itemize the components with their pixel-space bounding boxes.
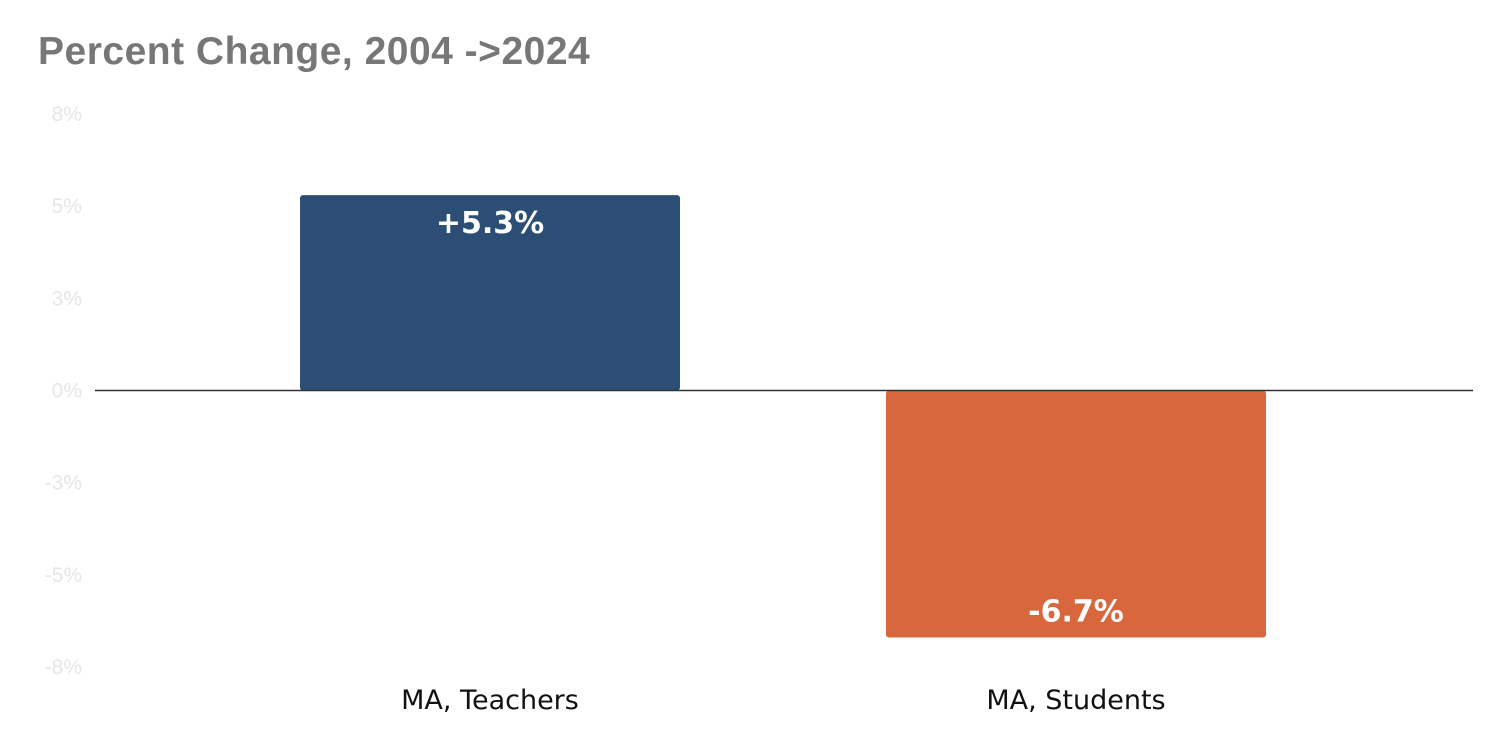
y-tick-label: 3% <box>52 287 82 310</box>
data-labels: +5.3% -6.7% <box>436 206 1124 629</box>
y-axis-ticks: 8% 5% 3% 0% -3% -5% -8% <box>45 103 82 679</box>
category-label: MA, Teachers <box>401 685 579 716</box>
y-tick-label: -5% <box>45 564 82 587</box>
chart-title: Percent Change, 2004 ->2024 <box>38 30 591 73</box>
data-label: -6.7% <box>1028 595 1124 630</box>
bar <box>886 390 1266 638</box>
bar <box>300 195 680 391</box>
data-label: +5.3% <box>436 206 544 241</box>
bars <box>300 195 1266 638</box>
y-tick-label: 0% <box>52 380 82 403</box>
y-tick-label: -8% <box>45 656 82 679</box>
y-tick-label: -3% <box>45 472 82 495</box>
y-tick-label: 5% <box>52 195 82 218</box>
y-tick-label: 8% <box>52 103 82 126</box>
category-label: MA, Students <box>986 685 1165 716</box>
category-labels: MA, Teachers MA, Students <box>401 685 1166 716</box>
